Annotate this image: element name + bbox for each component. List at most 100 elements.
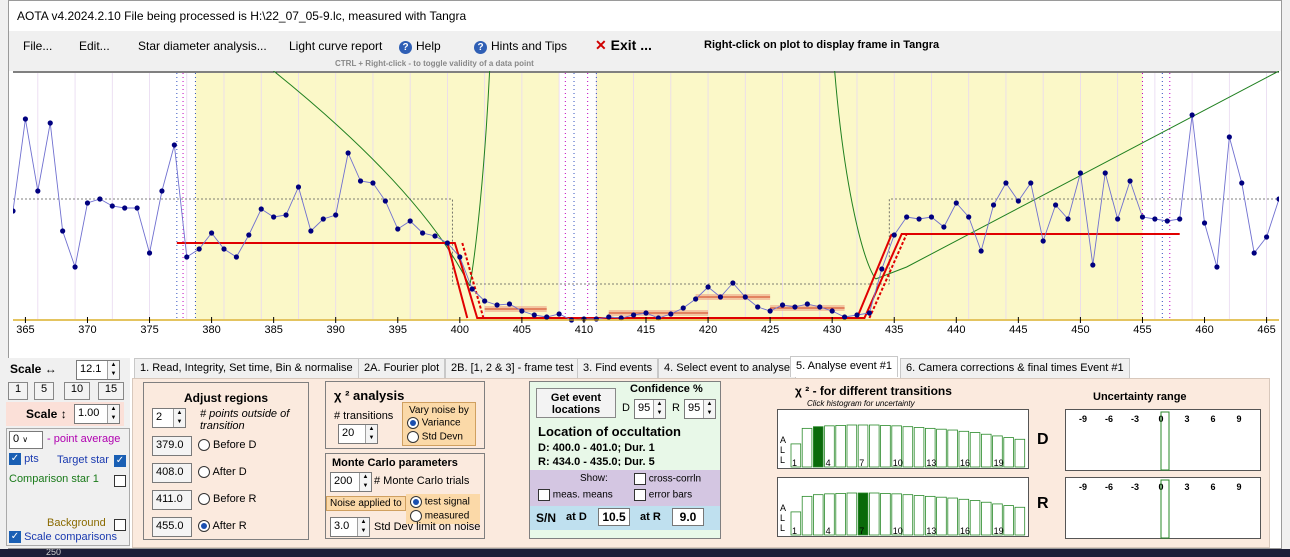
measured-label: measured [424, 510, 470, 522]
menu-hints[interactable]: ? Hints and Tips [474, 39, 567, 54]
region-value-2[interactable]: 411.0 [152, 490, 192, 510]
std-limit-spinner[interactable]: 3.0 ▲ ▼ [330, 517, 370, 537]
data-point [904, 214, 910, 220]
data-point [1263, 234, 1270, 240]
data-point [606, 314, 612, 320]
spinner-arrows-icon[interactable]: ▲ ▼ [107, 361, 119, 379]
mc-trials-spinner[interactable]: 200 ▲ ▼ [330, 472, 372, 492]
spinner-arrows-icon[interactable]: ▲ ▼ [365, 425, 377, 443]
scale-comparisons-checkbox[interactable]: ✓ Scale comparisons [9, 531, 117, 544]
region-radio-2[interactable]: Before R [198, 493, 257, 506]
confidence-label: Confidence % [630, 383, 703, 395]
data-point [804, 301, 810, 307]
background-checkbox[interactable] [114, 517, 126, 531]
uncertainty-tick-label: -6 [1105, 482, 1113, 492]
region-label: After D [210, 466, 247, 478]
data-point [792, 304, 798, 310]
checkbox-icon [634, 489, 646, 501]
data-point [97, 196, 103, 202]
tab-frame-test[interactable]: 2B. [1, 2 & 3] - frame test [445, 358, 580, 378]
tab-find-events[interactable]: 3. Find events [577, 358, 659, 378]
chevron-down-icon: ∨ [22, 435, 29, 444]
region-radio-1[interactable]: After D [198, 466, 247, 479]
hist-bar [980, 501, 992, 536]
test-signal-radio[interactable]: test signal [410, 496, 470, 508]
spinner-arrows-icon[interactable]: ▲ ▼ [359, 473, 371, 491]
spinner-arrows-icon[interactable]: ▲ ▼ [653, 400, 665, 418]
variance-radio[interactable]: Variance [407, 417, 461, 429]
region-radio-0[interactable]: Before D [198, 439, 256, 452]
scale-button-5[interactable]: 5 [34, 382, 54, 400]
x-tick-label: 415 [637, 324, 655, 335]
hist-bar [891, 425, 902, 468]
radio-icon [198, 493, 210, 506]
scale-h-spinner[interactable]: 12.1 ▲ ▼ [76, 360, 120, 380]
menu-exit[interactable]: ✕ Exit ... [595, 37, 652, 54]
menu-help[interactable]: ? Help [399, 39, 441, 54]
point-average-select[interactable]: 0 ∨ [9, 431, 43, 449]
tab-fourier[interactable]: 2A. Fourier plot [358, 358, 446, 378]
r-confidence-spinner[interactable]: 95 ▲ ▼ [684, 399, 716, 419]
light-curve-plot[interactable]: 365 370 375 380 385 390 395 400 405 410 415 420 425 4… [13, 71, 1279, 335]
scale-button-10[interactable]: 10 [64, 382, 90, 400]
region-radio-3[interactable]: After R [198, 520, 247, 533]
close-icon: ✕ [595, 37, 607, 53]
all-label: L [780, 455, 785, 465]
data-point [506, 301, 513, 307]
hist-bar [1003, 505, 1014, 536]
tab-select-event[interactable]: 4. Select event to analyse [658, 358, 796, 378]
pts-label: pts [24, 453, 39, 465]
chi-hist-r[interactable]: ALL 1 4 7 10 13 16 19 [777, 477, 1029, 537]
data-point [556, 311, 562, 317]
get-event-locations-button[interactable]: Get event locations [536, 388, 616, 418]
data-point [84, 200, 91, 206]
measured-radio[interactable]: measured [410, 510, 469, 522]
scale-button-1[interactable]: 1 [8, 382, 28, 400]
data-point [1164, 218, 1170, 224]
spinner-arrows-icon[interactable]: ▲ ▼ [173, 409, 185, 427]
data-point [643, 310, 649, 316]
data-point [1040, 238, 1046, 244]
chi-hist-d[interactable]: ALL 1 4 7 10 13 16 19 [777, 409, 1029, 469]
meas-means-checkbox[interactable]: meas. means [538, 489, 613, 501]
data-point [879, 266, 885, 272]
region-value-0[interactable]: 379.0 [152, 436, 192, 456]
pts-checkbox[interactable]: ✓ pts [9, 453, 39, 466]
spinner-arrows-icon[interactable]: ▲ ▼ [703, 400, 715, 418]
hist-r-label: R [1037, 495, 1049, 512]
target-star-checkbox[interactable]: ✓ [114, 453, 126, 467]
data-point [1239, 180, 1245, 186]
scale-v-spinner[interactable]: 1.00 ▲ ▼ [74, 404, 120, 424]
region-label: Before R [210, 493, 257, 505]
data-point [655, 315, 662, 321]
data-point [333, 212, 339, 218]
d-confidence-spinner[interactable]: 95 ▲ ▼ [634, 399, 666, 419]
tab-camera-corrections[interactable]: 6. Camera corrections & final times Even… [900, 358, 1130, 378]
main-window: AOTA v4.2024.2.10 File being processed i… [8, 0, 1282, 549]
stddevn-radio[interactable]: Std Devn [407, 431, 463, 443]
menu-light-curve-report[interactable]: Light curve report [289, 39, 383, 53]
error-bars-checkbox[interactable]: error bars [634, 489, 692, 501]
hist-bar [824, 425, 835, 468]
points-outside-spinner[interactable]: 2 ▲ ▼ [152, 408, 186, 428]
region-value-3[interactable]: 455.0 [152, 517, 192, 537]
menu-hints-label: Hints and Tips [491, 39, 568, 53]
transitions-spinner[interactable]: 20 ▲ ▼ [338, 424, 378, 444]
menu-star-diameter[interactable]: Star diameter analysis... [138, 39, 267, 53]
tab-analyse-event[interactable]: 5. Analyse event #1 [790, 356, 899, 377]
menu-edit[interactable]: Edit... [79, 39, 110, 53]
spinner-arrows-icon[interactable]: ▲ ▼ [357, 518, 369, 536]
data-point [22, 116, 29, 122]
sn-at-r-value: 9.0 [672, 508, 704, 526]
x-tick-label: 395 [389, 324, 407, 335]
scale-button-15[interactable]: 15 [98, 382, 124, 400]
tab-read[interactable]: 1. Read, Integrity, Set time, Bin & norm… [134, 358, 359, 378]
adjust-regions-title: Adjust regions [183, 391, 268, 405]
region-value-1[interactable]: 408.0 [152, 463, 192, 483]
menu-file[interactable]: File... [23, 39, 53, 53]
comparison-star-checkbox[interactable] [114, 473, 126, 487]
sn-label: S/N [536, 511, 557, 525]
spinner-arrows-icon[interactable]: ▲ ▼ [107, 405, 119, 423]
cross-corr-checkbox[interactable]: cross-corrln [634, 473, 701, 485]
data-point [953, 200, 959, 206]
